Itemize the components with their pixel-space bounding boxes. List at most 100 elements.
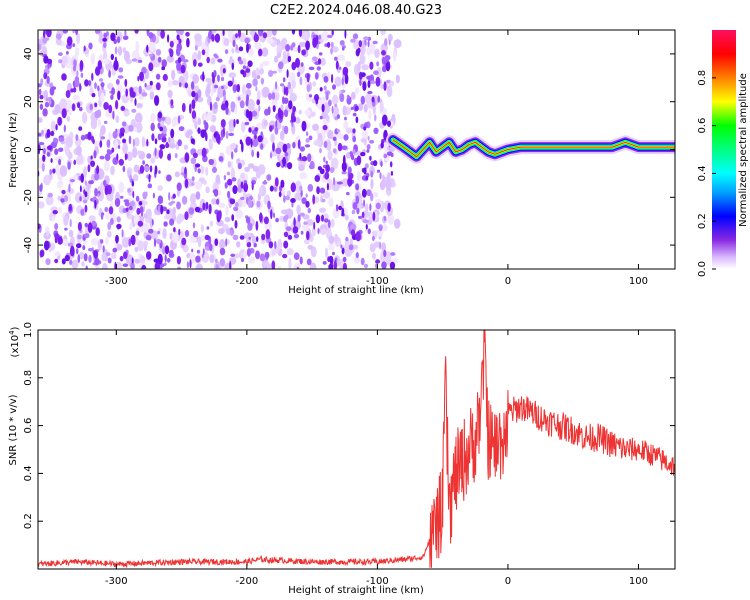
noise-cell (217, 74, 220, 83)
noise-cell (301, 120, 307, 132)
noise-cell (326, 41, 331, 48)
noise-cell (235, 208, 244, 220)
noise-cell (335, 60, 339, 70)
noise-cell (256, 236, 259, 242)
noise-cell (202, 202, 206, 211)
noise-cell (361, 64, 369, 71)
noise-cell (262, 32, 268, 39)
noise-cell (286, 190, 292, 197)
noise-cell (68, 229, 74, 238)
noise-cell (209, 101, 213, 112)
noise-cell (167, 34, 170, 43)
noise-cell (287, 81, 292, 90)
noise-cell (315, 35, 319, 45)
noise-cell (110, 32, 116, 42)
noise-cell (384, 38, 388, 47)
noise-cell (104, 206, 109, 213)
noise-cell (383, 216, 386, 221)
noise-cell (111, 147, 115, 153)
noise-cell (362, 81, 367, 92)
noise-cell (287, 162, 293, 170)
noise-cell (231, 177, 237, 182)
noise-cell (227, 30, 232, 38)
noise-cell (369, 80, 376, 85)
noise-cell (136, 103, 143, 109)
noise-cell (215, 133, 221, 144)
noise-cell (180, 65, 186, 74)
noise-cell (135, 40, 140, 52)
noise-cell (146, 251, 152, 260)
noise-cell (38, 133, 42, 137)
noise-cell (244, 37, 250, 44)
noise-cell (44, 101, 50, 108)
noise-cell (117, 75, 124, 79)
noise-cell (232, 185, 238, 195)
noise-cell (352, 128, 356, 134)
noise-cell (267, 106, 271, 116)
noise-cell (139, 255, 146, 265)
noise-cell (292, 141, 296, 149)
noise-cell (217, 58, 223, 63)
noise-cell (104, 185, 109, 196)
noise-cell (190, 138, 195, 145)
noise-cell (233, 206, 239, 212)
noise-cell (118, 158, 125, 166)
noise-cell (178, 38, 182, 44)
noise-cell (54, 148, 59, 155)
noise-cell (176, 34, 180, 41)
noise-cell (320, 228, 327, 235)
noise-cell (355, 183, 360, 191)
noise-cell (276, 162, 281, 168)
noise-cell (299, 172, 308, 180)
noise-cell (300, 189, 303, 197)
noise-cell (56, 180, 64, 189)
noise-cell (112, 247, 118, 253)
noise-cell (205, 201, 209, 210)
noise-cell (135, 195, 140, 202)
noise-cell (307, 207, 311, 214)
noise-cell (252, 138, 259, 147)
noise-cell (322, 261, 327, 265)
noise-cell (387, 214, 395, 225)
noise-cell (297, 157, 301, 161)
noise-cell (166, 55, 174, 63)
noise-cell (314, 175, 321, 182)
noise-cell (213, 101, 218, 110)
noise-cell (356, 155, 362, 166)
noise-cell (308, 135, 313, 141)
noise-cell (115, 234, 119, 244)
noise-cell (43, 30, 46, 38)
noise-cell (275, 81, 278, 90)
noise-cell (40, 78, 44, 86)
noise-cell (76, 70, 79, 77)
noise-cell (161, 125, 167, 135)
noise-cell (323, 85, 327, 91)
noise-cell (43, 148, 46, 155)
noise-cell (148, 228, 154, 234)
noise-cell (120, 132, 125, 137)
noise-cell (223, 38, 230, 47)
noise-cell (377, 95, 381, 103)
noise-cell (355, 252, 359, 259)
noise-cell (389, 161, 393, 168)
noise-cell (330, 157, 339, 170)
noise-cell (154, 138, 158, 145)
noise-cell (38, 83, 42, 88)
noise-cell (139, 165, 145, 174)
noise-cell (271, 249, 276, 256)
noise-cell (93, 250, 99, 259)
noise-cell (130, 234, 136, 246)
noise-cell (203, 179, 207, 185)
noise-cell (84, 79, 89, 87)
noise-cell (82, 199, 88, 204)
noise-cell (230, 229, 233, 237)
noise-cell (209, 140, 213, 150)
noise-cell (87, 247, 94, 252)
noise-cell (38, 117, 43, 123)
noise-cell (243, 182, 249, 193)
noise-cell (328, 242, 335, 251)
noise-cell (270, 209, 273, 220)
noise-cell (359, 79, 362, 86)
noise-cell (339, 93, 345, 103)
noise-cell (131, 108, 137, 113)
